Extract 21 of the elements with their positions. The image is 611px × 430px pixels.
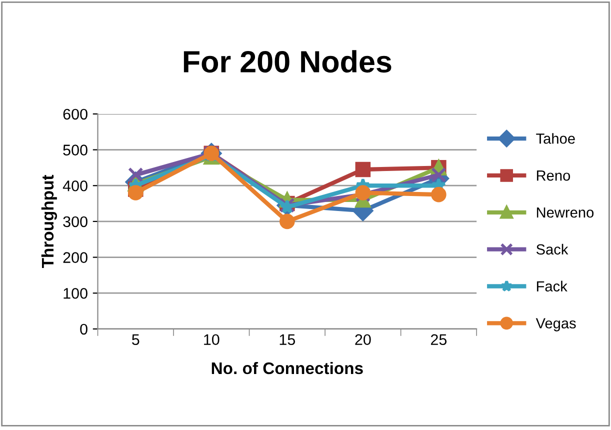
x-tick-label: 20 <box>355 334 371 346</box>
legend-label: Sack <box>536 244 568 255</box>
x-axis-title: No. of Connections <box>212 362 363 374</box>
legend-label: Reno <box>536 170 570 181</box>
y-tick-label: 0 <box>80 324 88 335</box>
legend-label: Newreno <box>536 207 594 218</box>
legend-label: Tahoe <box>536 133 575 144</box>
x-tick-label: 15 <box>280 334 296 346</box>
legend-label: Fack <box>536 280 568 292</box>
y-tick-label: 600 <box>63 108 88 120</box>
legend-label: Vegas <box>536 318 576 332</box>
x-tick-label: 25 <box>430 334 447 346</box>
y-tick-label: 200 <box>63 252 88 263</box>
x-tick-label: 10 <box>204 334 220 346</box>
chart-title: For 200 Nodes <box>184 50 392 73</box>
y-tick-label: 400 <box>62 180 88 192</box>
x-tick-label: 5 <box>132 334 140 346</box>
y-tick-label: 300 <box>63 216 88 228</box>
y-tick-label: 100 <box>64 288 88 299</box>
y-tick-label: 500 <box>63 144 88 156</box>
y-axis-title: Throughput <box>41 174 57 268</box>
